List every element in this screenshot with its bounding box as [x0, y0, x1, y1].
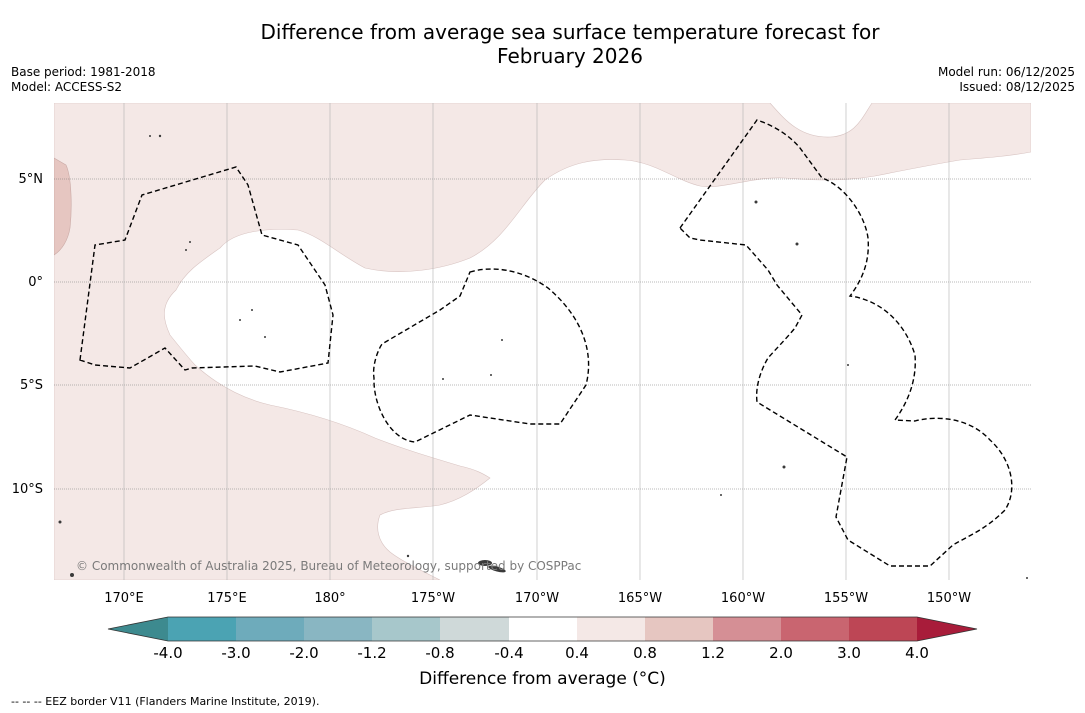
island [795, 242, 799, 246]
lon-label: 175°E [207, 591, 247, 606]
colorbar-cell [372, 617, 440, 641]
island [149, 135, 151, 137]
lat-label: 0° [28, 275, 43, 290]
island [406, 554, 410, 558]
copyright-notice: © Commonwealth of Australia 2025, Bureau… [76, 559, 581, 573]
lon-label: 180° [314, 591, 345, 606]
graticule [54, 103, 1031, 580]
colorbar-cell [440, 617, 509, 641]
latitude-labels: 5°N 0° 5°S 10°S [12, 172, 43, 497]
colorbar-cell [917, 617, 977, 641]
colorbar-tick-label: -0.4 [494, 644, 523, 662]
colorbar-tick-label: -2.0 [289, 644, 318, 662]
anomaly-region-0-4-to-0-8 [54, 103, 1031, 580]
island [189, 241, 191, 243]
colorbar-cell [304, 617, 372, 641]
lat-label: 5°S [20, 378, 43, 393]
lon-label: 170°E [104, 591, 144, 606]
island [782, 465, 786, 469]
lon-label: 155°W [824, 591, 868, 606]
island [239, 319, 241, 321]
island [58, 520, 62, 524]
lat-label: 10°S [12, 482, 43, 497]
islands [58, 134, 1028, 579]
island [490, 374, 492, 376]
lon-label: 175°W [411, 591, 455, 606]
island [70, 573, 74, 577]
anomaly-region-0-8-to-1-2 [54, 157, 72, 256]
forecast-meta-left: Base period: 1981-2018 Model: ACCESS-S2 [11, 65, 156, 95]
island [442, 378, 444, 380]
issued-date: Issued: 08/12/2025 [959, 80, 1075, 94]
island [158, 134, 162, 138]
colorbar-tick-label: -4.0 [153, 644, 182, 662]
map-plot-area: © Commonwealth of Australia 2025, Bureau… [54, 103, 1031, 580]
island [501, 339, 503, 341]
colorbar-tick-label: -3.0 [221, 644, 250, 662]
island [488, 565, 506, 573]
colorbar-cell [713, 617, 781, 641]
island [251, 309, 253, 311]
island [478, 560, 492, 566]
lat-label: 5°N [19, 172, 44, 187]
colorbar-cell [645, 617, 713, 641]
chart-title: Difference from average sea surface temp… [0, 20, 1085, 68]
title-line-1: Difference from average sea surface temp… [260, 20, 880, 44]
colorbar-cell [849, 617, 917, 641]
colorbar-tick-label: 4.0 [905, 644, 929, 662]
model-run-date: Model run: 06/12/2025 [937, 65, 1075, 79]
lon-label: 160°W [721, 591, 765, 606]
colorbar-cell [781, 617, 849, 641]
island [1026, 577, 1028, 579]
colorbar-tick-label: 2.0 [769, 644, 793, 662]
colorbar-cell [577, 617, 645, 641]
title-line-2: February 2026 [497, 44, 643, 68]
model-name: Model: ACCESS-S2 [11, 80, 123, 94]
island [264, 336, 266, 338]
colorbar-cell [168, 617, 236, 641]
colorbar-tick-label: 0.8 [633, 644, 657, 662]
longitude-labels: 170°E 175°E 180° 175°W 170°W 165°W 160°W… [104, 591, 971, 606]
eez-borders [79, 119, 1013, 567]
island [185, 249, 187, 251]
island [754, 200, 758, 204]
eez-border-kiribati-phoenix [372, 268, 590, 443]
colorbar-tick-label: 0.4 [565, 644, 589, 662]
colorbar-tick-label: -0.8 [425, 644, 454, 662]
eez-border-kiribati-gilbert [79, 166, 334, 373]
lon-label: 165°W [618, 591, 662, 606]
lon-label: 170°W [515, 591, 559, 606]
colorbar-tick-label: 1.2 [701, 644, 725, 662]
colorbar-cell [236, 617, 304, 641]
eez-legend-note: -- -- -- EEZ border V11 (Flanders Marine… [11, 695, 320, 708]
eez-border-kiribati-line [679, 119, 1013, 567]
forecast-meta-right: Model run: 06/12/2025 Issued: 08/12/2025 [938, 65, 1075, 95]
colorbar-title: Difference from average (°C) [419, 669, 666, 689]
colorbar-tick-label: 3.0 [837, 644, 861, 662]
island [847, 364, 849, 366]
colorbar-tick-label: -1.2 [357, 644, 386, 662]
colorbar-cell [509, 617, 577, 641]
colorbar: -4.0 -3.0 -2.0 -1.2 -0.8 -0.4 0.4 0.8 1.… [107, 616, 978, 662]
base-period: Base period: 1981-2018 [11, 65, 156, 79]
colorbar-cell [108, 617, 168, 641]
lon-label: 150°W [927, 591, 971, 606]
island [720, 494, 722, 496]
